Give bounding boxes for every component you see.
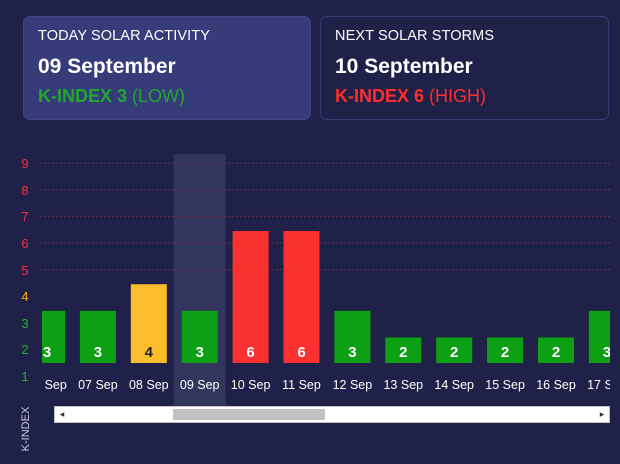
x-tick-label: 11 Sep bbox=[282, 378, 321, 392]
bar-11-sep bbox=[283, 231, 320, 363]
bar-value-label: 2 bbox=[450, 344, 458, 361]
bar-15-sep bbox=[487, 337, 524, 363]
y-tick-label: 4 bbox=[21, 289, 29, 305]
x-tick-label: 12 Sep bbox=[333, 378, 373, 392]
y-axis-title: K-INDEX bbox=[20, 406, 32, 452]
next-heading: NEXT SOLAR STORMS bbox=[335, 28, 495, 44]
today-date: 09 September bbox=[38, 55, 176, 78]
today-k-index: K-INDEX 3 (LOW) bbox=[38, 86, 296, 107]
scroll-left-arrow-icon[interactable]: ◂ bbox=[59, 409, 65, 419]
x-tick-label: 06 Sep bbox=[27, 378, 67, 392]
bar-17-sep bbox=[588, 310, 610, 363]
bar-value-label: 3 bbox=[348, 344, 356, 361]
y-tick-label: 1 bbox=[21, 369, 29, 384]
chart-horizontal-scrollbar[interactable]: ◂ ▸ bbox=[54, 406, 610, 423]
x-tick-label: 13 Sep bbox=[383, 378, 423, 392]
today-k-label: K-INDEX 3 bbox=[38, 86, 128, 106]
x-tick-label: 07 Sep bbox=[78, 378, 118, 392]
scrollbar-thumb[interactable] bbox=[173, 409, 325, 420]
bar-09-sep bbox=[181, 310, 218, 363]
bar-12-sep bbox=[334, 310, 371, 363]
y-tick-label: 8 bbox=[21, 182, 29, 198]
bar-value-label: 2 bbox=[552, 344, 560, 361]
x-tick-label: 09 Sep bbox=[180, 378, 220, 392]
today-activity-card: TODAY SOLAR ACTIVITY 09 September K-INDE… bbox=[23, 16, 311, 120]
next-k-level: (HIGH) bbox=[429, 86, 487, 106]
scroll-right-arrow-icon[interactable]: ▸ bbox=[599, 409, 605, 419]
bar-08-sep bbox=[130, 284, 167, 363]
y-tick-label: 3 bbox=[21, 315, 29, 331]
bar-value-label: 3 bbox=[43, 344, 51, 361]
y-tick-label: 7 bbox=[21, 209, 29, 225]
y-tick-label: 5 bbox=[21, 262, 29, 278]
bar-10-sep bbox=[232, 231, 269, 363]
x-tick-label: 17 Sep bbox=[587, 378, 620, 392]
x-tick-label: 10 Sep bbox=[231, 378, 271, 392]
y-tick-label: 9 bbox=[21, 156, 29, 172]
bar-06-sep bbox=[42, 310, 65, 363]
bar-value-label: 6 bbox=[297, 344, 305, 361]
x-tick-label: 14 Sep bbox=[434, 378, 474, 392]
bar-14-sep bbox=[436, 337, 473, 363]
bar-value-label: 6 bbox=[246, 344, 254, 361]
next-date: 10 September bbox=[335, 55, 473, 78]
bar-value-label: 3 bbox=[196, 344, 204, 361]
bar-value-label: 2 bbox=[399, 344, 407, 361]
k-index-bar-chart[interactable]: 3 06 Sep 3 07 Sep 4 08 Sep 3 09 Sep 6 10 Sep 6 11 S… bbox=[0, 140, 620, 464]
x-tick-label: 08 Sep bbox=[129, 378, 169, 392]
y-tick-label: 2 bbox=[21, 342, 29, 358]
x-tick-label: 16 Sep bbox=[536, 378, 576, 392]
y-tick-label: 6 bbox=[21, 236, 29, 251]
next-storms-card[interactable]: NEXT SOLAR STORMS 10 September K-INDEX 6… bbox=[320, 16, 609, 120]
bar-value-label: 3 bbox=[94, 344, 102, 361]
today-heading: TODAY SOLAR ACTIVITY bbox=[38, 28, 211, 44]
bars-group: 3 06 Sep 3 07 Sep 4 08 Sep 3 09 Sep 6 10 Sep 6 11 S… bbox=[27, 231, 620, 392]
bar-value-label: 3 bbox=[603, 344, 611, 361]
today-k-level: (LOW) bbox=[132, 86, 186, 106]
bar-value-label: 2 bbox=[501, 344, 509, 361]
bar-16-sep bbox=[538, 337, 574, 363]
today-highlight-column bbox=[173, 154, 226, 406]
next-k-index: K-INDEX 6 (HIGH) bbox=[335, 86, 594, 107]
next-k-label: K-INDEX 6 bbox=[335, 86, 425, 106]
bar-value-label: 4 bbox=[145, 344, 154, 361]
x-tick-label: 15 Sep bbox=[485, 378, 525, 392]
bar-07-sep bbox=[79, 310, 116, 363]
bar-13-sep bbox=[385, 337, 422, 363]
